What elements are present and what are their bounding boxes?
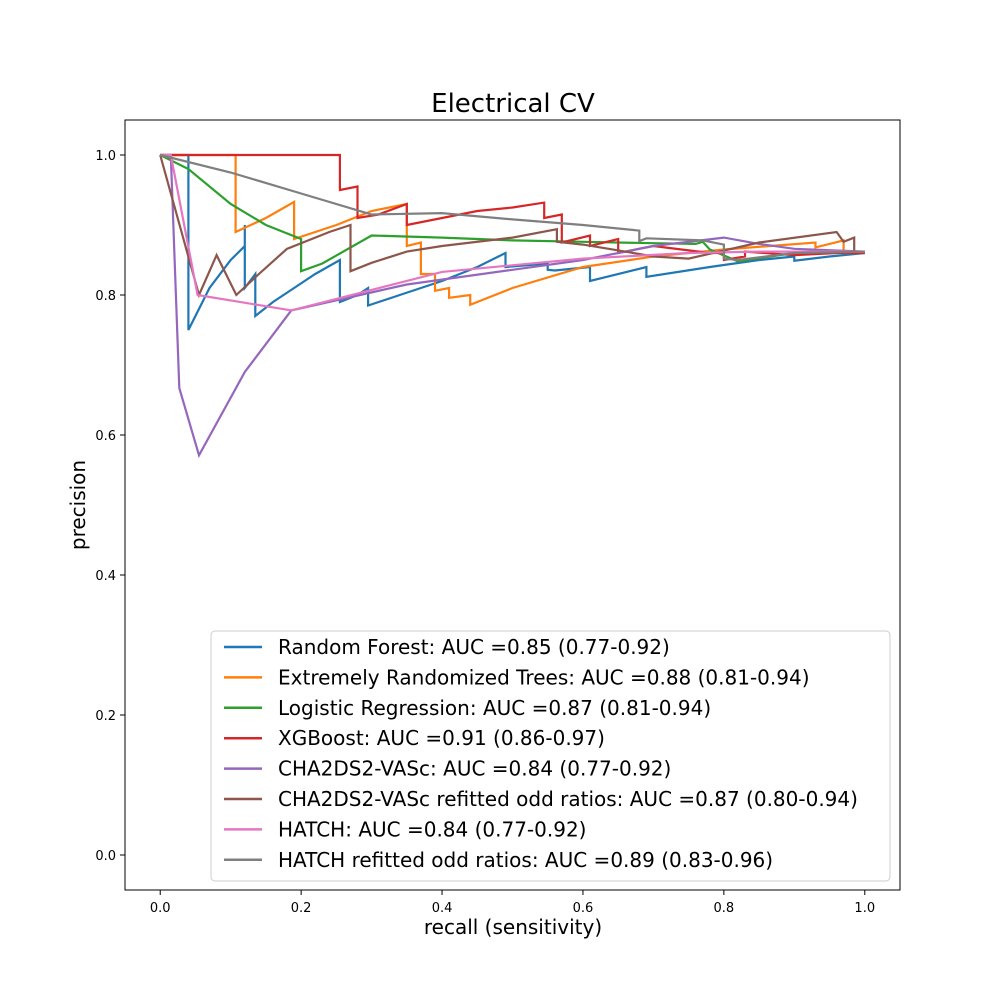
x-tick-label: 0.6 [573,901,594,916]
y-tick-label: 0.2 [95,709,116,724]
legend-label: Logistic Regression: AUC =0.87 (0.81-0.9… [278,696,711,720]
x-tick-label: 0.2 [291,901,312,916]
plot-area-frame [124,119,901,891]
legend-label: HATCH refitted odd ratios: AUC =0.89 (0.… [278,848,773,872]
series-line-6 [159,154,865,299]
series-line-3 [159,154,865,273]
y-tick-label: 0.4 [95,569,116,584]
y-tick-label: 0.8 [95,289,116,304]
legend-label: CHA2DS2-VASc: AUC =0.84 (0.77-0.92) [278,757,671,781]
legend-label: Random Forest: AUC =0.85 (0.77-0.92) [278,635,670,659]
y-axis-label: precision [66,460,90,550]
x-axis-ticks: 0.0 0.2 0.4 0.6 0.8 1.0 [150,890,875,916]
plot-series-group [159,153,865,459]
legend-label: Extremely Randomized Trees: AUC =0.88 (0… [278,665,810,689]
series-line-5 [160,153,865,459]
x-tick-label: 1.0 [854,901,875,916]
x-tick-label: 0.8 [714,901,735,916]
y-tick-label: 0.6 [95,429,116,444]
series-line-4 [160,153,865,262]
x-axis-label: recall (sensitivity) [424,915,602,939]
y-axis-ticks: 0.0 0.2 0.4 0.6 0.8 1.0 [95,149,125,864]
legend-label: XGBoost: AUC =0.91 (0.86-0.97) [278,726,605,750]
y-tick-label: 0.0 [95,849,116,864]
legend-label: HATCH: AUC =0.84 (0.77-0.92) [278,817,587,841]
series-line-2 [160,153,865,307]
chart-title: Electrical CV [431,89,595,119]
y-tick-label: 1.0 [95,149,116,164]
series-line-7 [160,153,865,312]
legend-label: CHA2DS2-VASc refitted odd ratios: AUC =0… [278,787,858,811]
x-tick-label: 0.0 [150,901,171,916]
x-tick-label: 0.4 [432,901,453,916]
legend-frame [210,630,891,882]
series-line-8 [159,153,865,262]
chart-legend: Random Forest: AUC =0.85 (0.77-0.92) Extr… [210,630,891,882]
